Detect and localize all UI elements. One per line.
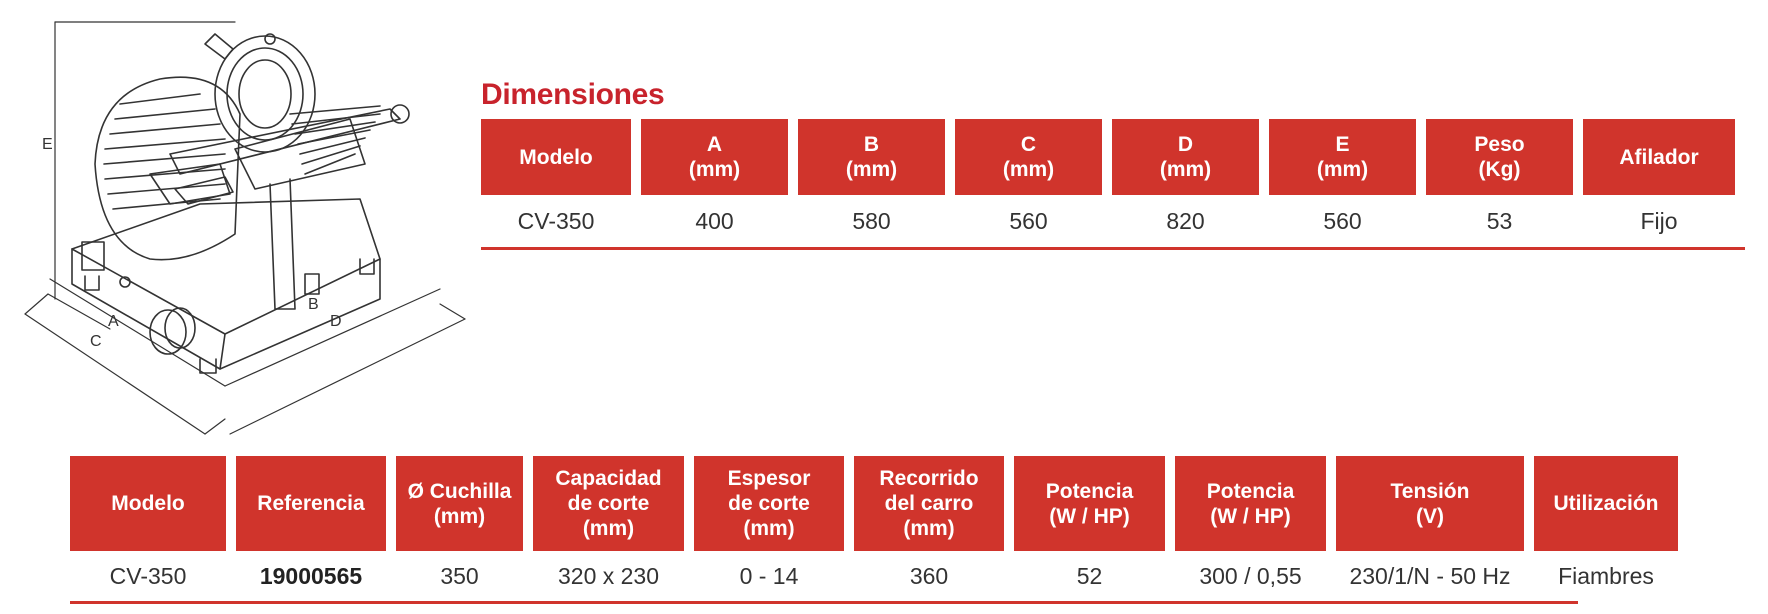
- specs-data-row: CV-350 19000565 350 320 x 230 0 - 14 360…: [70, 551, 1678, 601]
- specs-cell-potencia-2: 300 / 0,55: [1199, 562, 1302, 589]
- dimensions-cell-d: 820: [1166, 207, 1205, 234]
- dimensions-header-row: Modelo A (mm) B (mm) C (mm) D (mm) E (mm…: [481, 119, 1745, 195]
- specs-cell-tension: 230/1/N - 50 Hz: [1349, 562, 1511, 589]
- dimensions-header-d: D (mm): [1112, 119, 1259, 195]
- specs-cell-capacidad: 320 x 230: [557, 562, 660, 589]
- slicer-base: [71, 198, 381, 374]
- specs-cell-utilizacion: Fiambres: [1558, 562, 1654, 589]
- label-b: B: [308, 296, 319, 313]
- specs-cell-potencia-1: 52: [1076, 562, 1103, 589]
- dimensions-header-afilador: Afilador: [1583, 119, 1735, 195]
- label-e: E: [42, 136, 53, 153]
- dimensions-cell-b: 580: [852, 207, 891, 234]
- dimensions-title: Dimensiones: [481, 78, 665, 111]
- specs-cell-espesor: 0 - 14: [739, 562, 799, 589]
- specs-header-tension: Tensión (V): [1336, 456, 1524, 551]
- specs-header-utilizacion: Utilización: [1534, 456, 1678, 551]
- dimensions-header-e: E (mm): [1269, 119, 1416, 195]
- dimensions-cell-a: 400: [695, 207, 734, 234]
- dimensions-cell-e: 560: [1323, 207, 1362, 234]
- specs-cell-referencia: 19000565: [259, 562, 363, 589]
- dimensions-header-c: C (mm): [955, 119, 1102, 195]
- dimensions-bottom-rule: [481, 247, 1745, 250]
- specs-header-row: Modelo Referencia Ø Cuchilla (mm) Capaci…: [70, 456, 1678, 551]
- specs-table: Modelo Referencia Ø Cuchilla (mm) Capaci…: [70, 456, 1678, 604]
- slicer-blade: [94, 33, 316, 261]
- specs-header-recorrido: Recorrido del carro (mm): [854, 456, 1004, 551]
- specs-header-potencia-2: Potencia (W / HP): [1175, 456, 1326, 551]
- label-c: C: [90, 333, 102, 350]
- specs-cell-modelo: CV-350: [109, 562, 187, 589]
- specs-cell-cuchilla: 350: [440, 562, 479, 589]
- dimensions-data-row: CV-350 400 580 560 820 560 53 Fijo: [481, 195, 1745, 247]
- dimensions-cell-peso: 53: [1486, 207, 1513, 234]
- label-a: A: [108, 313, 119, 330]
- specs-header-espesor: Espesor de corte (mm): [694, 456, 844, 551]
- label-d: D: [330, 313, 342, 330]
- specs-header-modelo: Modelo: [70, 456, 226, 551]
- dimensions-table: Modelo A (mm) B (mm) C (mm) D (mm) E (mm…: [481, 119, 1745, 250]
- specs-bottom-rule: [70, 601, 1578, 604]
- dimensions-cell-modelo: CV-350: [517, 207, 595, 234]
- dimensions-header-modelo: Modelo: [481, 119, 631, 195]
- specs-header-capacidad: Capacidad de corte (mm): [533, 456, 684, 551]
- dimensions-header-peso: Peso (Kg): [1426, 119, 1573, 195]
- dimensions-header-a: A (mm): [641, 119, 788, 195]
- specs-cell-recorrido: 360: [909, 562, 949, 589]
- dimensions-cell-c: 560: [1009, 207, 1048, 234]
- specs-header-cuchilla: Ø Cuchilla (mm): [396, 456, 523, 551]
- slicer-illustration: E A C B D: [20, 14, 490, 444]
- dimensions-header-b: B (mm): [798, 119, 945, 195]
- dimensions-cell-afilador: Fijo: [1640, 207, 1678, 234]
- specs-header-potencia-1: Potencia (W / HP): [1014, 456, 1165, 551]
- dimension-lines: [24, 21, 466, 435]
- slicer-carriage: [149, 104, 410, 310]
- specs-header-referencia: Referencia: [236, 456, 386, 551]
